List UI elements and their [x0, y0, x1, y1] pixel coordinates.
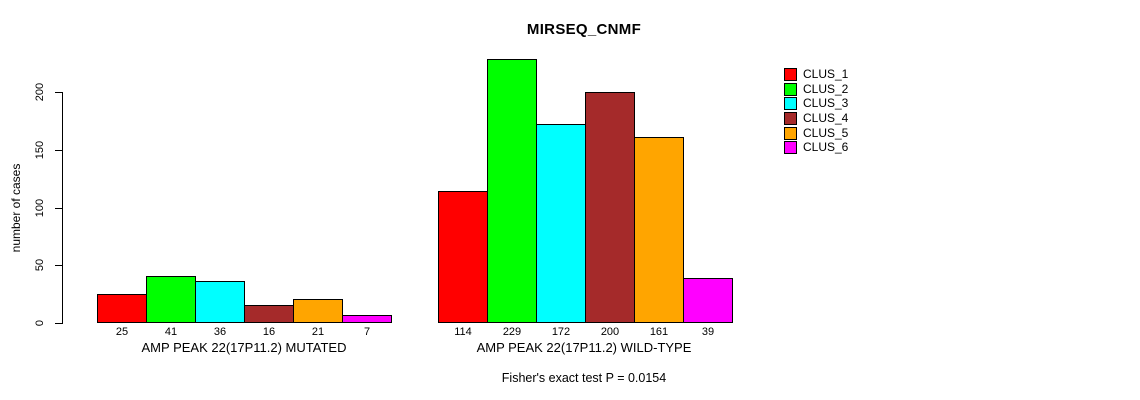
bar-group1-clus_3: [195, 281, 245, 323]
bar-group1-clus_5: [293, 299, 343, 323]
bar-value-label: 172: [551, 326, 571, 338]
y-tick-label: 0: [34, 319, 46, 327]
y-tick-label: 200: [34, 82, 46, 102]
bar-group1-clus_1: [97, 294, 147, 323]
legend-label: CLUS_6: [803, 140, 849, 155]
bar-group2-clus_1: [438, 191, 488, 323]
bar-group1-clus_4: [244, 305, 294, 323]
y-axis-line: [62, 92, 63, 324]
legend-swatch-clus_2: [784, 82, 797, 96]
legend-label: CLUS_4: [803, 111, 849, 125]
y-tick: [55, 265, 62, 267]
y-tick: [55, 149, 62, 151]
y-tick: [55, 207, 62, 209]
bar-group2-clus_5: [634, 137, 684, 323]
bar-value-label: 25: [115, 326, 129, 338]
bar-value-label: 16: [262, 326, 276, 338]
legend-swatch-clus_3: [784, 97, 797, 111]
legend-swatch-clus_6: [784, 141, 797, 155]
bar-group2-clus_4: [585, 92, 635, 323]
group-label-wild-type: AMP PEAK 22(17P11.2) WILD-TYPE: [476, 340, 692, 355]
bar-value-label: 229: [502, 326, 522, 338]
bar-group2-clus_2: [487, 59, 537, 323]
bar-value-label: 114: [454, 326, 472, 338]
y-tick-label: 150: [34, 140, 46, 159]
y-tick: [55, 92, 62, 93]
bar-value-label: 41: [164, 326, 178, 338]
bar-group1-clus_6: [342, 315, 392, 323]
y-tick-label: 100: [34, 198, 46, 217]
legend-label: CLUS_1: [803, 67, 849, 81]
bar-group2-clus_3: [536, 124, 586, 323]
legend-swatch-clus_1: [784, 68, 797, 81]
legend-swatch-clus_4: [784, 112, 797, 125]
legend-label: CLUS_5: [803, 125, 849, 140]
bar-group2-clus_6: [683, 278, 733, 323]
bar-value-label: 7: [363, 326, 371, 338]
bar-value-label: 36: [213, 326, 227, 338]
bar-value-label: 21: [311, 326, 325, 338]
fisher-exact-test-annotation: Fisher's exact test P = 0.0154: [501, 371, 667, 385]
bar-value-label: 200: [600, 326, 620, 338]
legend-label: CLUS_2: [803, 81, 849, 96]
group-label-mutated: AMP PEAK 22(17P11.2) MUTATED: [141, 340, 347, 355]
legend-label: CLUS_3: [803, 96, 849, 111]
bar-group1-clus_2: [146, 276, 196, 323]
y-tick-label: 50: [34, 259, 46, 272]
chart-title: MIRSEQ_CNMF: [526, 21, 642, 38]
bar-value-label: 161: [649, 326, 669, 338]
y-tick: [55, 323, 62, 324]
bar-value-label: 39: [701, 326, 715, 338]
y-axis-label: number of cases: [9, 163, 23, 253]
legend-swatch-clus_5: [784, 126, 797, 140]
